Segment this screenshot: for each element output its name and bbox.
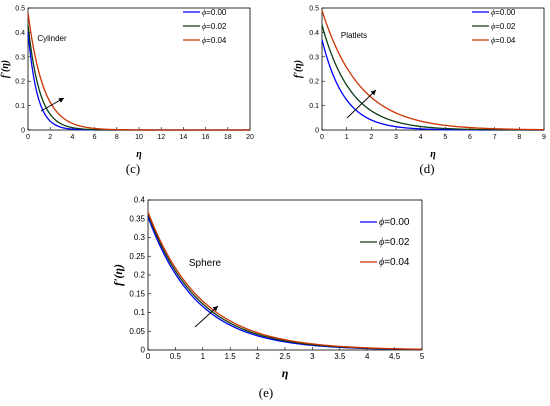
x-tick-label: 12 xyxy=(157,134,165,141)
y-tick-label: 0.05 xyxy=(129,327,145,336)
trend-arrow-head xyxy=(370,90,376,96)
x-tick-label: 1 xyxy=(345,134,349,141)
series-line-2 xyxy=(27,12,250,131)
x-tick-label: 3 xyxy=(310,352,315,361)
x-tick-label: 4.5 xyxy=(389,352,401,361)
y-tick-label: 0.3 xyxy=(309,54,319,61)
x-tick-label: 0 xyxy=(320,134,324,141)
legend-entry-0: ϕ=0.00 xyxy=(202,8,227,17)
y-axis-label: f'(η) xyxy=(0,60,11,78)
x-axis-label: η xyxy=(136,149,142,160)
legend-entry-1: ϕ=0.02 xyxy=(202,22,227,31)
x-axis-label: η xyxy=(282,366,289,380)
chart-panel-0: 0 2 4 6 8 10 12 14 16 18 20 0 0.1 0.2 0.3 0.4 0.5 η f'(η) C… xyxy=(0,6,254,177)
y-axis-label: f'(η) xyxy=(293,60,304,78)
legend-entry-0: ϕ=0.00 xyxy=(491,8,516,17)
legend-entry-2: ϕ=0.04 xyxy=(379,257,410,268)
series-line-1 xyxy=(321,24,544,131)
legend-entry-1: ϕ=0.02 xyxy=(491,22,516,31)
x-axis-label: η xyxy=(430,149,436,160)
x-tick-label: 5 xyxy=(420,352,425,361)
x-tick-label: 2 xyxy=(369,134,373,141)
panel-annotation: Cylinder xyxy=(37,34,67,43)
y-tick-label: 0.3 xyxy=(134,233,146,242)
y-tick-label: 0.2 xyxy=(15,79,25,86)
y-tick-label: 0.4 xyxy=(15,30,25,37)
plot-frame xyxy=(147,199,423,351)
y-tick-label: 0 xyxy=(315,128,319,135)
trend-arrow-head xyxy=(212,306,218,312)
panel-caption: (e) xyxy=(259,385,273,400)
x-tick-label: 1.5 xyxy=(225,352,237,361)
x-tick-label: 0.5 xyxy=(170,352,182,361)
panel-caption: (d) xyxy=(419,161,434,176)
x-tick-label: 4 xyxy=(365,352,370,361)
x-tick-label: 16 xyxy=(202,134,210,141)
y-axis-label: f'(η) xyxy=(111,264,125,286)
x-tick-label: 2.5 xyxy=(279,352,291,361)
x-tick-label: 18 xyxy=(224,134,232,141)
x-tick-label: 9 xyxy=(542,134,546,141)
legend-entry-1: ϕ=0.02 xyxy=(379,237,410,248)
x-tick-label: 7 xyxy=(493,134,497,141)
series-line-2 xyxy=(147,211,423,350)
x-tick-label: 5 xyxy=(443,134,447,141)
y-tick-label: 0.5 xyxy=(15,6,25,13)
y-tick-label: 0.1 xyxy=(15,103,25,110)
chart-panel-2: 0 0.5 1 1.5 2 2.5 3 3.5 4 4.5 5 0 0.05 0.1 0.15 0.2 0.25… xyxy=(111,196,425,401)
x-tick-label: 1 xyxy=(201,352,206,361)
y-tick-label: 0 xyxy=(141,346,146,355)
x-tick-label: 6 xyxy=(93,134,97,141)
x-tick-label: 0 xyxy=(146,352,151,361)
plot-frame xyxy=(27,7,251,131)
y-tick-label: 0.15 xyxy=(129,289,145,298)
x-tick-label: 8 xyxy=(115,134,119,141)
y-tick-label: 0.5 xyxy=(309,6,319,13)
trend-arrow-shaft xyxy=(194,305,219,328)
trend-arrow-shaft xyxy=(346,89,377,119)
y-tick-label: 0 xyxy=(21,128,25,135)
chart-panel-1: 0 1 2 3 4 5 6 7 8 9 0 0.1 0.2 0.3 0.4 0.5 η f'(η) Platlets… xyxy=(293,6,546,177)
panel-caption: (c) xyxy=(126,161,140,176)
x-tick-label: 8 xyxy=(517,134,521,141)
y-tick-label: 0.3 xyxy=(15,54,25,61)
y-tick-label: 0.1 xyxy=(309,103,319,110)
x-tick-label: 3.5 xyxy=(334,352,346,361)
x-tick-label: 2 xyxy=(48,134,52,141)
y-tick-label: 0.2 xyxy=(134,271,146,280)
trend-arrow-head xyxy=(58,98,64,103)
x-tick-label: 6 xyxy=(468,134,472,141)
x-tick-label: 4 xyxy=(419,134,423,141)
panel-annotation: Sphere xyxy=(189,258,222,269)
y-tick-label: 0.2 xyxy=(309,79,319,86)
y-tick-label: 0.25 xyxy=(129,252,145,261)
x-tick-label: 10 xyxy=(135,134,143,141)
x-tick-label: 2 xyxy=(255,352,260,361)
legend-entry-2: ϕ=0.04 xyxy=(491,36,516,45)
x-tick-label: 14 xyxy=(180,134,188,141)
x-tick-label: 3 xyxy=(394,134,398,141)
plot-frame xyxy=(321,7,545,131)
panel-annotation: Platlets xyxy=(341,31,367,40)
y-tick-label: 0.4 xyxy=(134,196,146,205)
y-tick-label: 0.35 xyxy=(129,214,145,223)
x-tick-label: 4 xyxy=(70,134,74,141)
y-tick-label: 0.4 xyxy=(309,30,319,37)
x-tick-label: 20 xyxy=(246,134,254,141)
legend-entry-0: ϕ=0.00 xyxy=(379,217,410,228)
series-line-2 xyxy=(321,10,545,131)
legend-entry-2: ϕ=0.04 xyxy=(202,36,227,45)
y-tick-label: 0.1 xyxy=(134,308,146,317)
x-tick-label: 0 xyxy=(26,134,30,141)
